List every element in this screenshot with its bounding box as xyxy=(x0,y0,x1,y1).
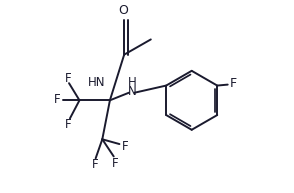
Text: F: F xyxy=(230,77,237,90)
Text: F: F xyxy=(122,141,128,153)
Text: O: O xyxy=(118,4,128,17)
Text: F: F xyxy=(112,157,119,170)
Text: F: F xyxy=(54,93,61,106)
Text: N: N xyxy=(128,85,137,98)
Text: F: F xyxy=(91,158,98,171)
Text: H: H xyxy=(127,76,136,89)
Text: HN: HN xyxy=(88,76,105,89)
Text: F: F xyxy=(65,118,71,131)
Text: F: F xyxy=(65,72,72,85)
